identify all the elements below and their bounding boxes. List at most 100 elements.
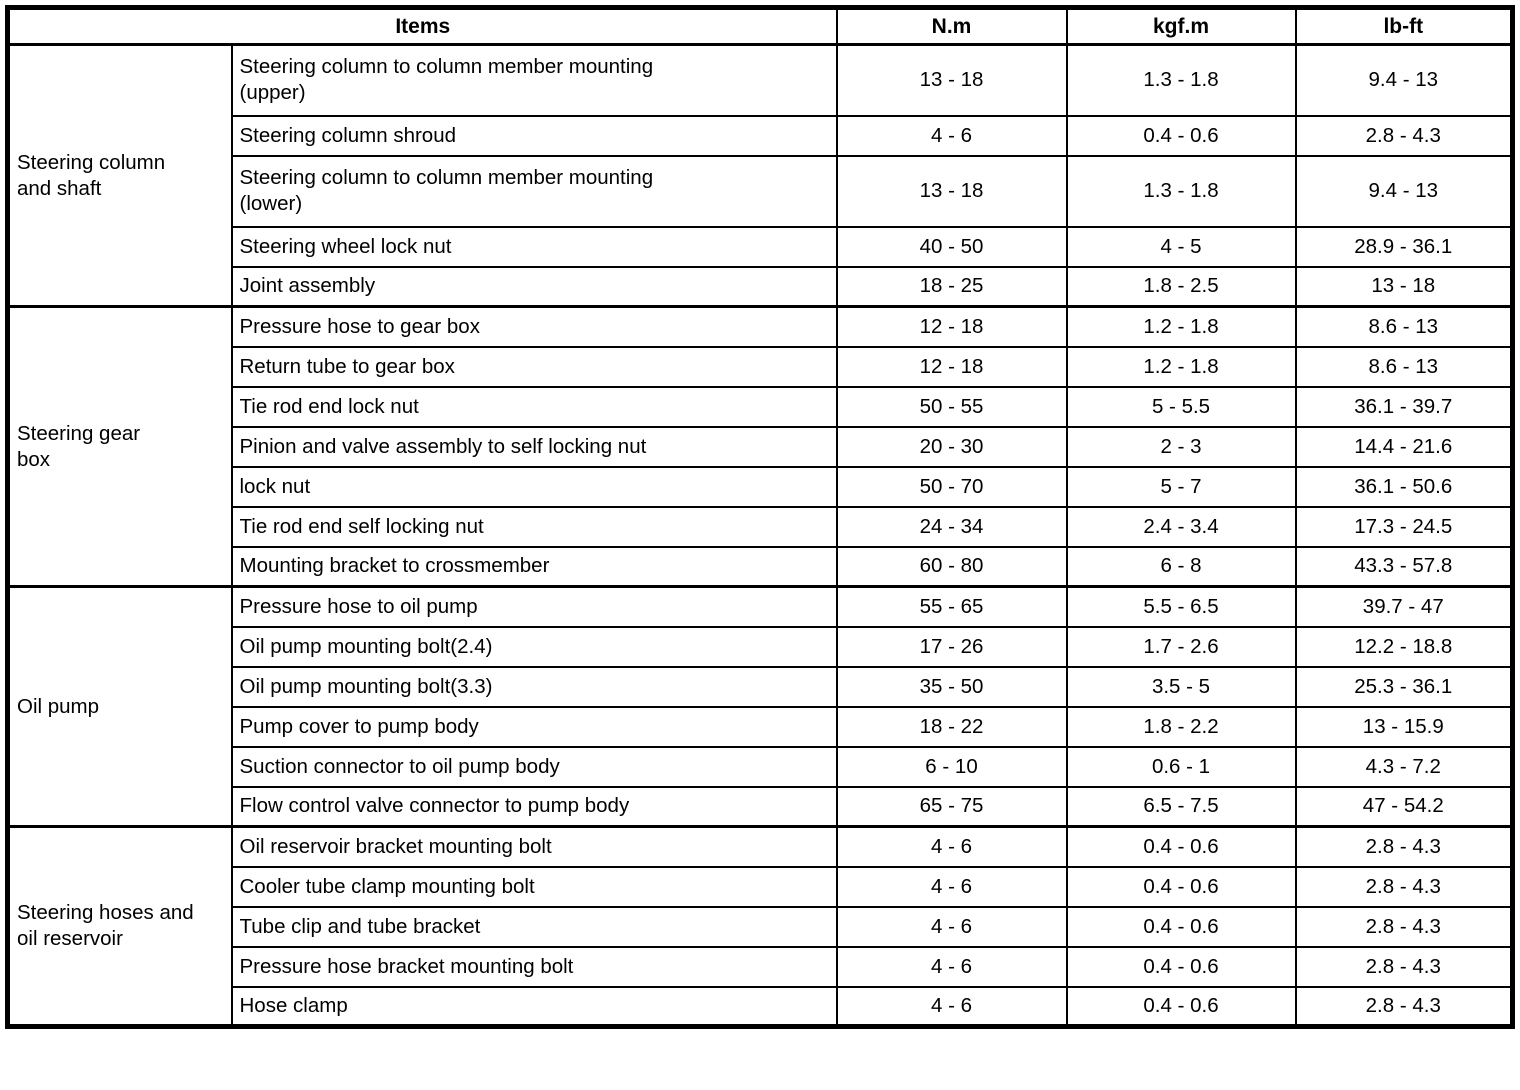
lbft-value-cell: 2.8 - 4.3	[1294, 825, 1514, 868]
kgfm-value-cell: 0.4 - 0.6	[1065, 114, 1297, 157]
nm-value-cell: 4 - 6	[835, 865, 1068, 908]
torque-spec-table: Items N.m kgf.m lb-ft Steering column an…	[5, 5, 1516, 1029]
item-cell: Joint assembly	[230, 265, 838, 308]
kgfm-value-cell: 0.4 - 0.6	[1065, 905, 1297, 948]
nm-value-cell: 4 - 6	[835, 905, 1068, 948]
lbft-value-cell: 36.1 - 39.7	[1294, 385, 1514, 428]
table-row: Oil pump mounting bolt(3.3) 35 - 50 3.5 - …	[8, 665, 1514, 708]
nm-value-cell: 35 - 50	[835, 665, 1068, 708]
item-cell: Flow control valve connector to pump bod…	[230, 785, 838, 828]
header-kgfm: kgf.m	[1065, 6, 1297, 46]
kgfm-value-cell: 5 - 7	[1065, 465, 1297, 508]
kgfm-value-cell: 0.6 - 1	[1065, 745, 1297, 788]
table-row: Tie rod end lock nut 50 - 55 5 - 5.5 36.1 -…	[8, 385, 1514, 428]
nm-value-cell: 17 - 26	[835, 625, 1068, 668]
nm-value-cell: 40 - 50	[835, 225, 1068, 268]
item-cell: Tube clip and tube bracket	[230, 905, 838, 948]
table-row: Tube clip and tube bracket 4 - 6 0.4 - 0.6…	[8, 905, 1514, 948]
item-cell: Steering column to column member mountin…	[230, 43, 838, 117]
item-cell: Hose clamp	[230, 985, 838, 1028]
kgfm-value-cell: 1.3 - 1.8	[1065, 43, 1297, 117]
nm-value-cell: 6 - 10	[835, 745, 1068, 788]
lbft-value-cell: 28.9 - 36.1	[1294, 225, 1514, 268]
table-row: Steering hoses and oil reservoir Oil rese…	[6, 825, 1514, 1028]
lbft-value-cell: 2.8 - 4.3	[1294, 865, 1514, 908]
nm-value-cell: 12 - 18	[835, 305, 1068, 348]
kgfm-value-cell: 2 - 3	[1065, 425, 1297, 468]
table-row: Suction connector to oil pump body 6 - 10…	[8, 745, 1514, 788]
item-cell: Steering column shroud	[230, 114, 838, 157]
nm-value-cell: 4 - 6	[835, 825, 1068, 868]
lbft-value-cell: 8.6 - 13	[1294, 345, 1514, 388]
table-row: Cooler tube clamp mounting bolt 4 - 6 0.4 …	[8, 865, 1514, 908]
lbft-value-cell: 13 - 15.9	[1294, 705, 1514, 748]
table-row: Tie rod end self locking nut 24 - 34 2.4 -…	[8, 505, 1514, 548]
document-page: Items N.m kgf.m lb-ft Steering column an…	[5, 5, 1516, 1029]
item-cell: Steering wheel lock nut	[230, 225, 838, 268]
lbft-value-cell: 43.3 - 57.8	[1294, 545, 1514, 588]
lbft-value-cell: 9.4 - 13	[1294, 43, 1514, 117]
item-cell: lock nut	[230, 465, 838, 508]
kgfm-value-cell: 5 - 5.5	[1065, 385, 1297, 428]
lbft-value-cell: 9.4 - 13	[1294, 154, 1514, 228]
category-cell: Steering column and shaft	[6, 43, 233, 308]
kgfm-value-cell: 0.4 - 0.6	[1065, 945, 1297, 988]
kgfm-value-cell: 2.4 - 3.4	[1065, 505, 1297, 548]
lbft-value-cell: 4.3 - 7.2	[1294, 745, 1514, 788]
table-row: Oil pump mounting bolt(2.4) 17 - 26 1.7 - …	[8, 625, 1514, 668]
item-cell: Mounting bracket to crossmember	[230, 545, 838, 588]
table-row: Steering column to column member mountin…	[8, 154, 1514, 228]
lbft-value-cell: 13 - 18	[1294, 265, 1514, 308]
lbft-value-cell: 2.8 - 4.3	[1294, 905, 1514, 948]
nm-value-cell: 13 - 18	[835, 43, 1068, 117]
kgfm-value-cell: 3.5 - 5	[1065, 665, 1297, 708]
kgfm-value-cell: 5.5 - 6.5	[1065, 585, 1297, 628]
lbft-value-cell: 17.3 - 24.5	[1294, 505, 1514, 548]
kgfm-value-cell: 0.4 - 0.6	[1065, 985, 1297, 1028]
item-cell: Oil pump mounting bolt(2.4)	[230, 625, 838, 668]
kgfm-value-cell: 4 - 5	[1065, 225, 1297, 268]
item-cell: Pinion and valve assembly to self lockin…	[230, 425, 838, 468]
kgfm-value-cell: 0.4 - 0.6	[1065, 825, 1297, 868]
table-row: Pinion and valve assembly to self lockin…	[8, 425, 1514, 468]
nm-value-cell: 18 - 25	[835, 265, 1068, 308]
item-cell: Steering column to column member mountin…	[230, 154, 838, 228]
table-row: lock nut 50 - 70 5 - 7 36.1 - 50.6	[8, 465, 1514, 508]
item-cell: Oil reservoir bracket mounting bolt	[230, 825, 838, 868]
kgfm-value-cell: 6 - 8	[1065, 545, 1297, 588]
item-cell: Tie rod end lock nut	[230, 385, 838, 428]
table-row: Pressure hose bracket mounting bolt 4 - 6…	[8, 945, 1514, 988]
nm-value-cell: 60 - 80	[835, 545, 1068, 588]
nm-value-cell: 65 - 75	[835, 785, 1068, 828]
nm-value-cell: 55 - 65	[835, 585, 1068, 628]
kgfm-value-cell: 6.5 - 7.5	[1065, 785, 1297, 828]
table-header-row: Items N.m kgf.m lb-ft	[6, 6, 1514, 46]
nm-value-cell: 24 - 34	[835, 505, 1068, 548]
table-row: Hose clamp 4 - 6 0.4 - 0.6 2.8 - 4.3	[8, 985, 1514, 1028]
nm-value-cell: 50 - 55	[835, 385, 1068, 428]
lbft-value-cell: 36.1 - 50.6	[1294, 465, 1514, 508]
table-row: Joint assembly 18 - 25 1.8 - 2.5 13 - 18	[8, 265, 1514, 308]
lbft-value-cell: 8.6 - 13	[1294, 305, 1514, 348]
nm-value-cell: 50 - 70	[835, 465, 1068, 508]
table-row: Oil pump Pressure hose to oil pump 55 - 65…	[6, 585, 1514, 828]
lbft-value-cell: 39.7 - 47	[1294, 585, 1514, 628]
nm-value-cell: 12 - 18	[835, 345, 1068, 388]
kgfm-value-cell: 1.8 - 2.2	[1065, 705, 1297, 748]
item-cell: Suction connector to oil pump body	[230, 745, 838, 788]
table-body: Steering column and shaft Steering column…	[6, 43, 1514, 1028]
table-row: Steering column shroud 4 - 6 0.4 - 0.6 2.8 …	[8, 114, 1514, 157]
nm-value-cell: 18 - 22	[835, 705, 1068, 748]
category-cell: Oil pump	[6, 585, 233, 828]
kgfm-value-cell: 1.2 - 1.8	[1065, 305, 1297, 348]
nm-value-cell: 13 - 18	[835, 154, 1068, 228]
item-cell: Return tube to gear box	[230, 345, 838, 388]
item-cell: Pressure hose to gear box	[230, 305, 838, 348]
lbft-value-cell: 14.4 - 21.6	[1294, 425, 1514, 468]
kgfm-value-cell: 0.4 - 0.6	[1065, 865, 1297, 908]
lbft-value-cell: 12.2 - 18.8	[1294, 625, 1514, 668]
header-nm: N.m	[835, 6, 1068, 46]
kgfm-value-cell: 1.8 - 2.5	[1065, 265, 1297, 308]
header-lbft: lb-ft	[1294, 6, 1514, 46]
lbft-value-cell: 47 - 54.2	[1294, 785, 1514, 828]
